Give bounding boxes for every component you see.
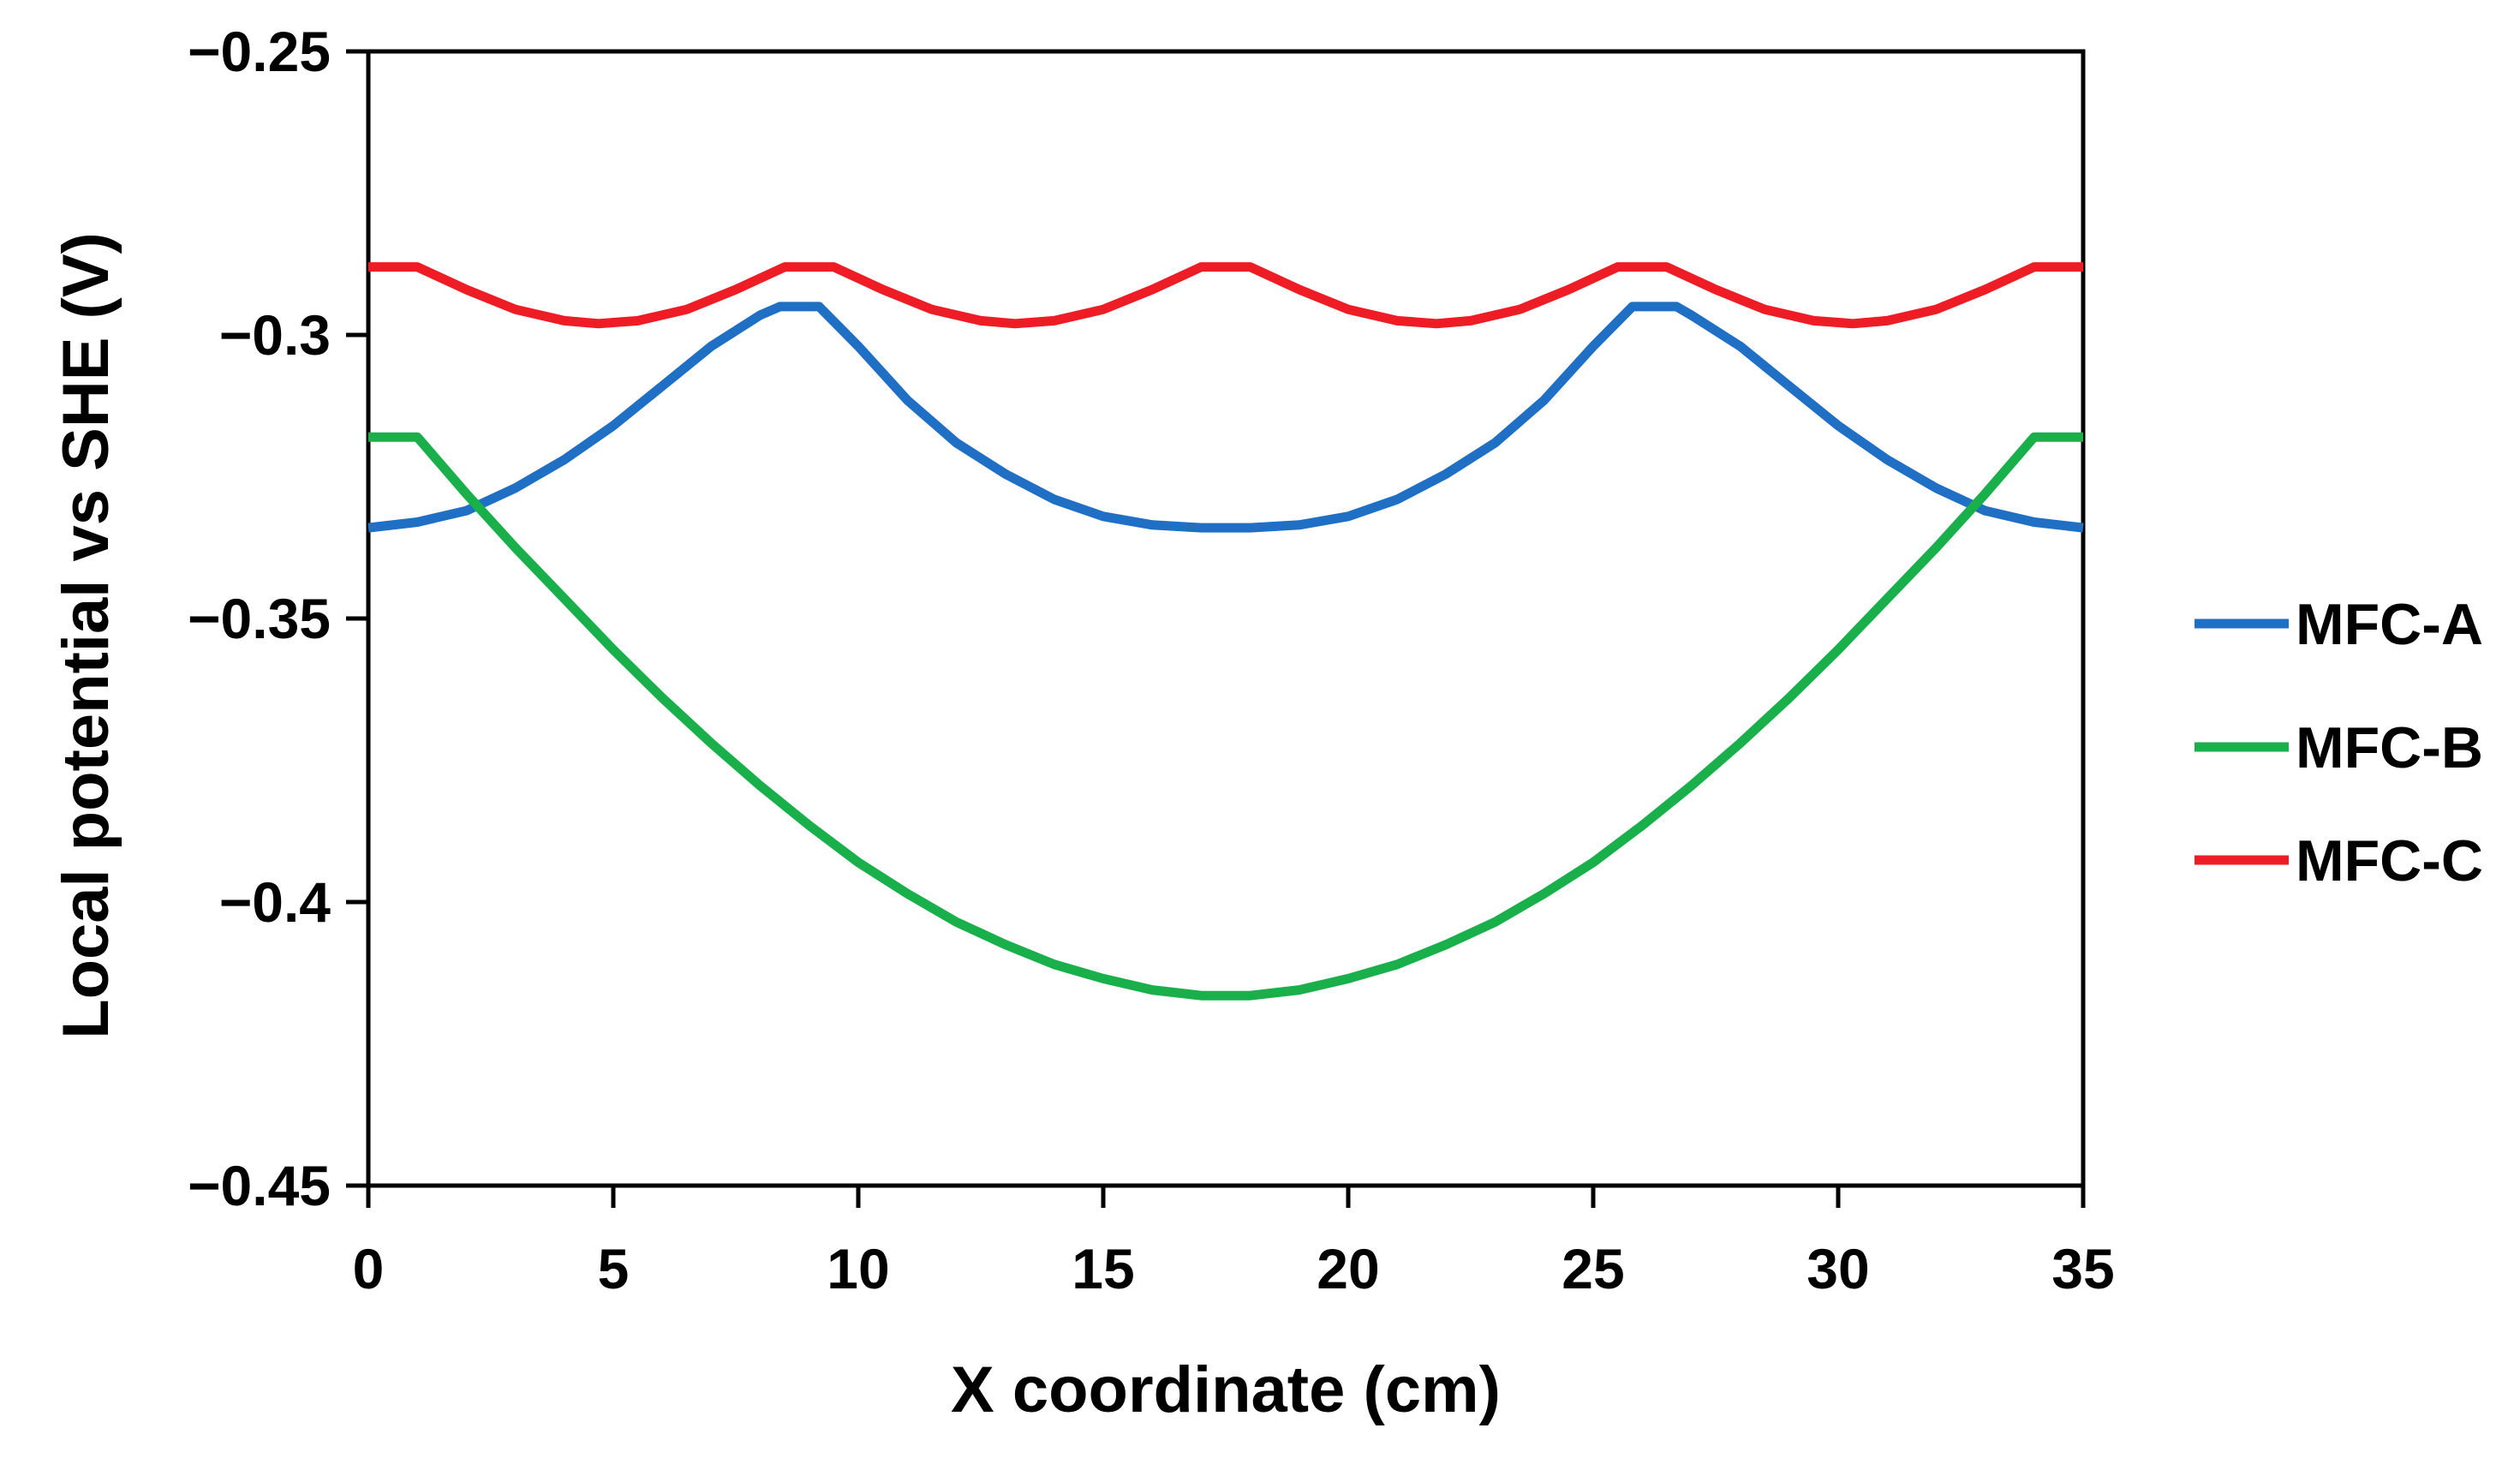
x-tick-label: 5 [598,1237,630,1300]
y-tick-label: −0.3 [219,303,331,367]
series-group [367,262,2084,1001]
legend-item-mfc-b: MFC-B [2195,715,2483,780]
x-tick-label: 10 [827,1237,889,1300]
series-line-mfc-c [368,262,2083,329]
y-tick-label: −0.25 [188,20,331,83]
y-tick-label: −0.4 [219,870,331,934]
legend-label-mfc-b: MFC-B [2296,715,2483,780]
x-tick-label: 20 [1317,1237,1379,1300]
x-axis: 0 5 10 15 20 25 30 35 [353,1186,2115,1300]
y-axis-title: Local potential vs SHE (V) [50,232,122,1039]
series-line-mfc-b [368,432,2083,1001]
y-tick-label: −0.35 [188,587,331,650]
x-tick-label: 35 [2051,1237,2114,1300]
x-tick-label: 30 [1806,1237,1869,1300]
plot-frame [366,49,2086,1188]
legend-item-mfc-a: MFC-A [2195,592,2483,657]
legend-label-mfc-a: MFC-A [2296,592,2483,657]
x-tick-label: 0 [353,1237,385,1300]
legend-item-mfc-c: MFC-C [2195,828,2483,893]
x-tick-label: 15 [1072,1237,1134,1300]
y-tick-label: −0.45 [188,1154,331,1217]
y-axis: −0.25 −0.3 −0.35 −0.4 −0.45 [188,20,368,1217]
legend-label-mfc-c: MFC-C [2296,828,2483,893]
x-axis-title: X coordinate (cm) [951,1353,1501,1426]
legend: MFC-A MFC-B MFC-C [2195,592,2483,893]
series-line-mfc-a [367,302,2084,533]
plot-area [366,49,2086,1188]
x-tick-label: 25 [1562,1237,1624,1300]
